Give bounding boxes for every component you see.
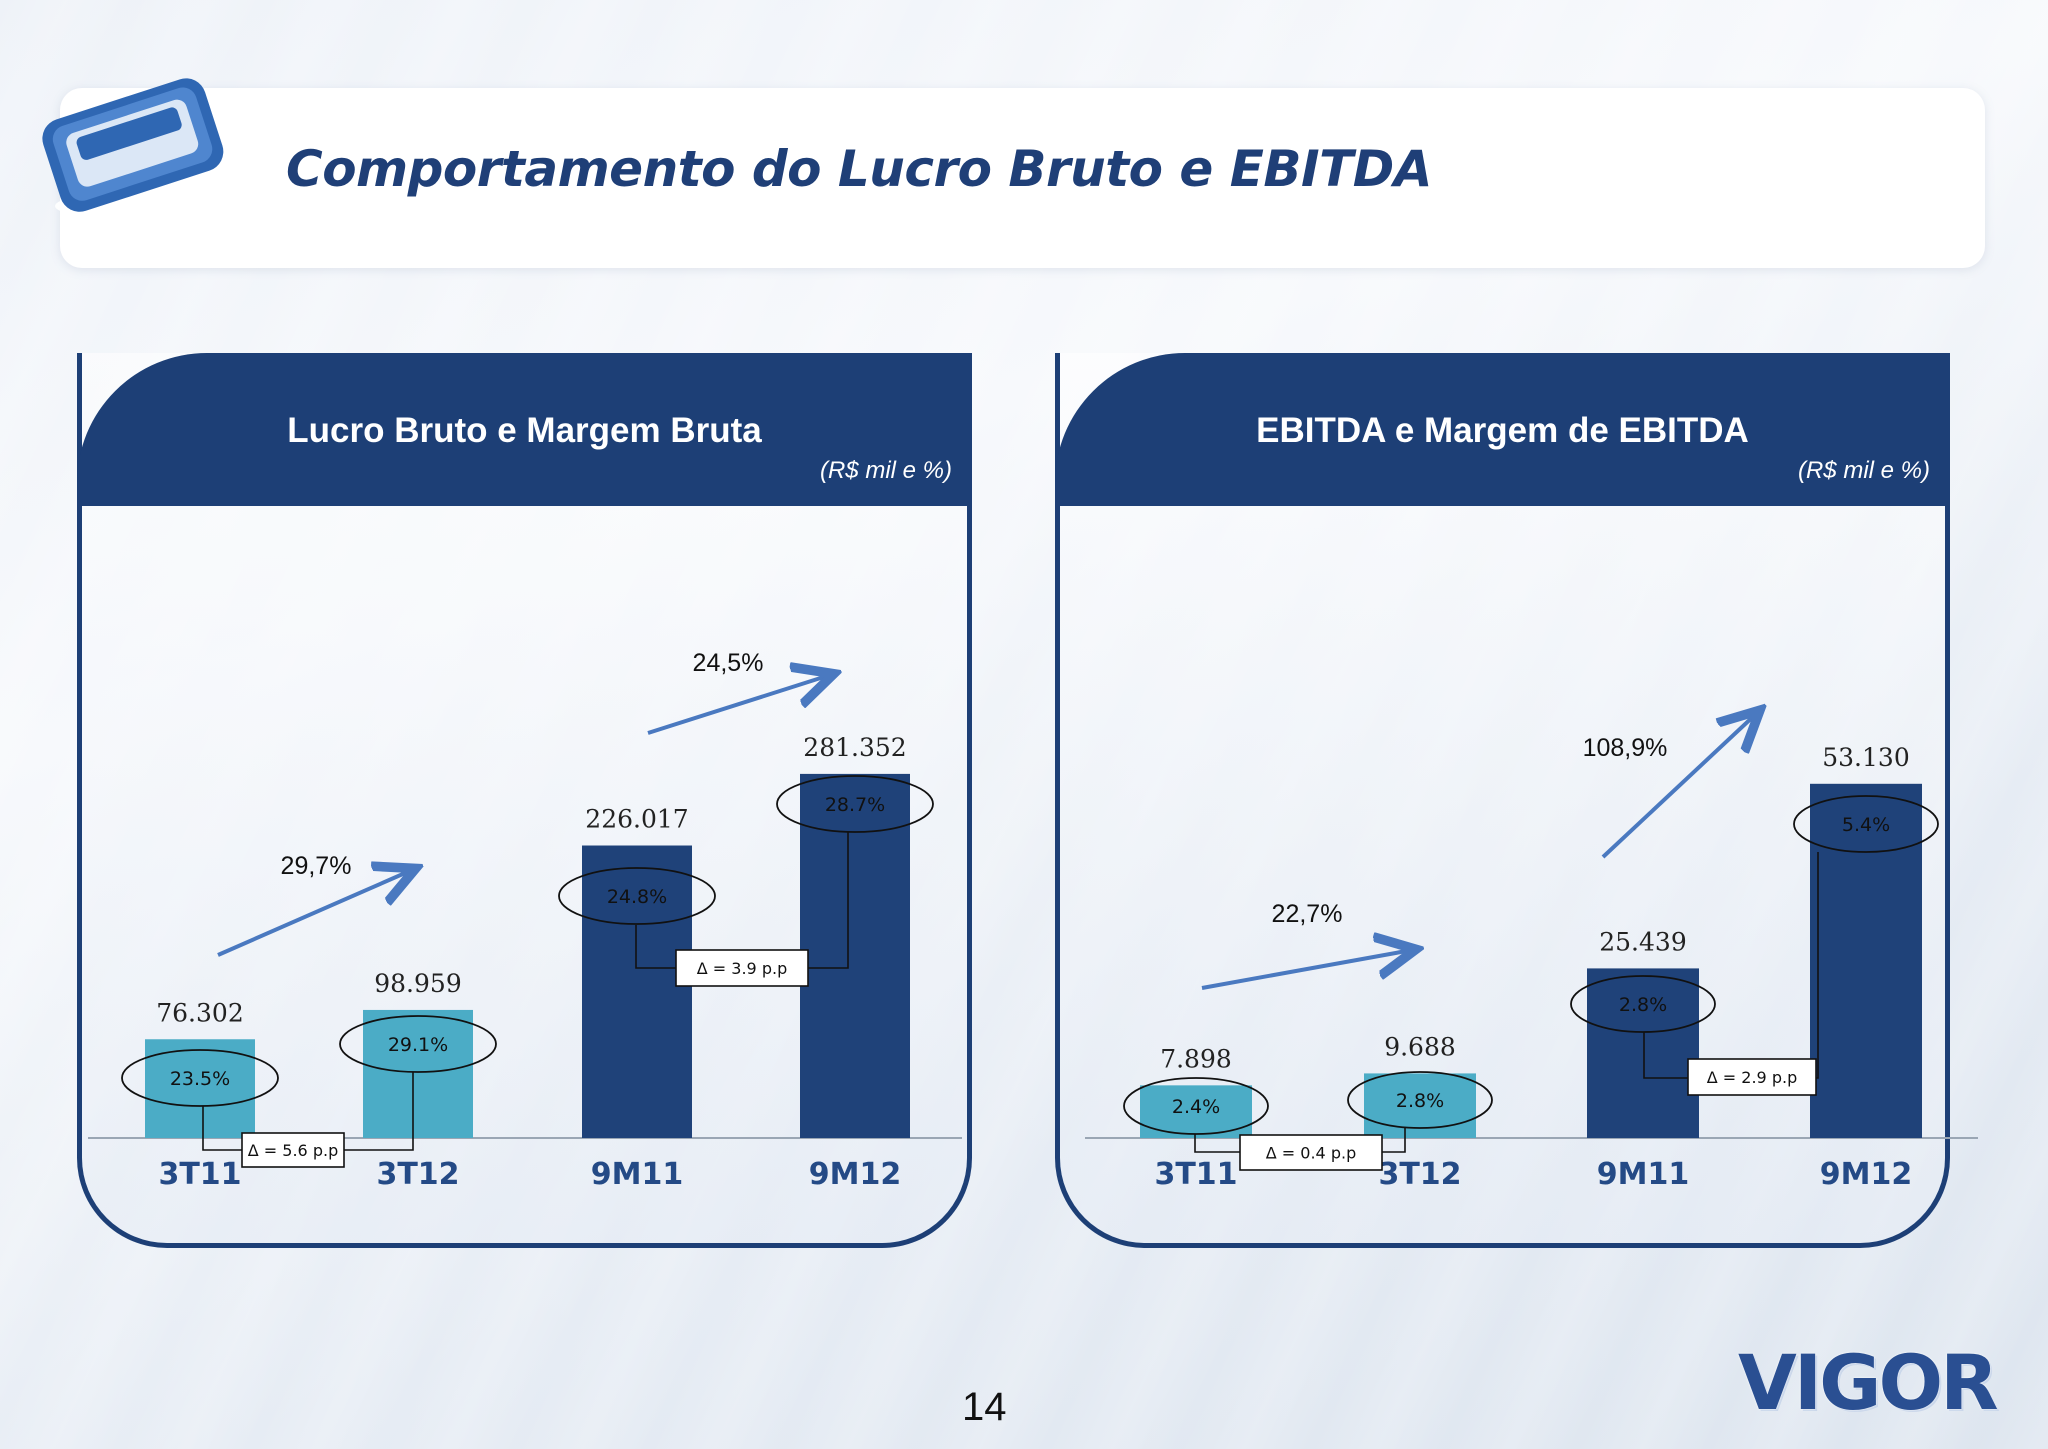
- growth-label: 108,9%: [1583, 734, 1668, 762]
- value-label: 98.959: [374, 969, 461, 998]
- delta-connector: [808, 832, 849, 969]
- delta-label: Δ = 5.6 p.p: [248, 1141, 338, 1160]
- ebitda-header: EBITDA e Margem de EBITDA (R$ mil e %): [1055, 353, 1950, 506]
- delta-connector: [1382, 1128, 1406, 1153]
- bar: [363, 1009, 473, 1138]
- value-label: 7.898: [1160, 1044, 1232, 1073]
- value-label: 25.439: [1599, 927, 1686, 956]
- margin-label: 5.4%: [1842, 814, 1890, 836]
- tick-label: 9M12: [1820, 1157, 1912, 1192]
- margin-oval: [339, 1015, 497, 1073]
- page-title: Comportamento do Lucro Bruto e EBITDA: [286, 140, 1432, 198]
- delta-connector: [202, 1106, 242, 1151]
- delta-box: [1687, 1058, 1817, 1096]
- delta-connector: [1194, 1134, 1240, 1153]
- product-logo: [30, 56, 240, 226]
- chart-unit: (R$ mil e %): [1797, 457, 1930, 484]
- bar: [1810, 783, 1922, 1138]
- delta-connector: [1643, 1032, 1688, 1079]
- margin-label: 24.8%: [607, 886, 667, 908]
- margin-oval: [558, 867, 716, 925]
- margin-label: 28.7%: [825, 794, 885, 816]
- growth-label: 22,7%: [1272, 900, 1343, 928]
- delta-connector: [344, 1072, 414, 1151]
- margin-label: 2.8%: [1619, 994, 1667, 1016]
- margin-oval: [1347, 1071, 1493, 1129]
- chart-title: EBITDA e Margem de EBITDA: [1256, 411, 1749, 450]
- delta-connector: [635, 925, 676, 969]
- value-label: 281.352: [803, 733, 906, 762]
- value-label: 76.302: [156, 998, 243, 1027]
- tick-label: 9M11: [1597, 1157, 1689, 1192]
- title-bar: [60, 88, 1985, 268]
- margin-label: 2.8%: [1396, 1090, 1444, 1112]
- delta-box: [241, 1132, 345, 1168]
- vigor-logo: VIGOR: [1738, 1338, 1999, 1427]
- growth-arrow: [1601, 713, 1757, 859]
- value-label: 9.688: [1384, 1032, 1456, 1061]
- lucro-bruto-header: Lucro Bruto e Margem Bruta (R$ mil e %): [77, 353, 972, 506]
- growth-arrow: [1201, 950, 1412, 990]
- bar: [145, 1039, 255, 1138]
- tick-label: 9M12: [809, 1157, 901, 1192]
- delta-label: Δ = 0.4 p.p: [1266, 1144, 1356, 1163]
- bar: [1587, 968, 1699, 1138]
- margin-label: 2.4%: [1172, 1096, 1220, 1118]
- margin-oval: [1570, 975, 1716, 1033]
- delta-label: Δ = 2.9 p.p: [1707, 1068, 1797, 1087]
- tick-label: 3T11: [1154, 1157, 1237, 1192]
- page-number: 14: [962, 1385, 1007, 1429]
- margin-oval: [776, 775, 934, 833]
- delta-label: Δ = 3.9 p.p: [697, 959, 787, 978]
- margin-oval: [121, 1049, 279, 1107]
- tick-label: 3T12: [1378, 1157, 1461, 1192]
- growth-arrow: [647, 675, 830, 735]
- delta-box: [675, 949, 809, 987]
- growth-label: 24,5%: [693, 649, 764, 677]
- delta-box: [1239, 1134, 1383, 1171]
- growth-label: 29,7%: [281, 852, 352, 880]
- chart-title: Lucro Bruto e Margem Bruta: [287, 411, 762, 450]
- margin-oval: [1123, 1077, 1269, 1135]
- margin-oval: [1793, 795, 1939, 853]
- bar: [800, 773, 910, 1138]
- chart-unit: (R$ mil e %): [819, 457, 952, 484]
- margin-label: 29.1%: [388, 1034, 448, 1056]
- bar: [582, 845, 692, 1138]
- value-label: 226.017: [585, 805, 688, 834]
- growth-arrow: [217, 870, 412, 957]
- tick-label: 3T11: [158, 1157, 241, 1192]
- margin-label: 23.5%: [170, 1068, 230, 1090]
- value-label: 53.130: [1822, 743, 1909, 772]
- tick-label: 9M11: [591, 1157, 683, 1192]
- tick-label: 3T12: [376, 1157, 459, 1192]
